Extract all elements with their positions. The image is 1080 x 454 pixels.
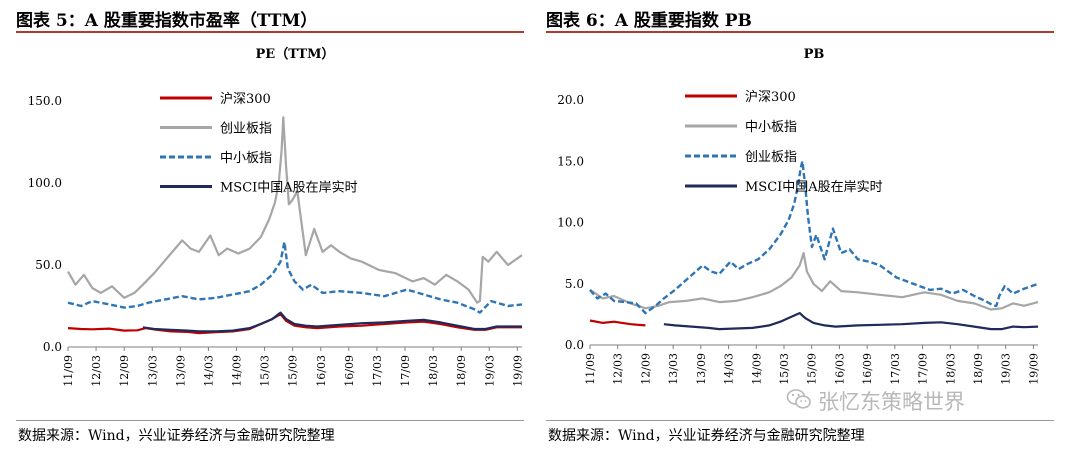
series-line-1 (67, 116, 523, 304)
panel-pe: 图表 5：A 股重要指数市盈率（TTM） PE（TTM） 0.0 50.0 100.0… (10, 0, 530, 454)
y-tick-label: 0.0 (43, 340, 62, 354)
series-line-1 (589, 252, 1039, 311)
source-divider (546, 420, 1054, 421)
legend-label-2: 创业板指 (745, 150, 797, 165)
legend-label-3: MSCI中国A股在岸实时 (220, 181, 358, 196)
pb-chart: PB 0.0 5.0 10.0 15.0 20.0 11/09 12/03 12/09 13/03… (557, 47, 1040, 385)
x-tick-label: 18/03 (427, 355, 440, 387)
panel-pb: 图表 6：A 股重要指数 PB PB 0.0 5.0 10.0 15.0 20.0 11/0… (540, 0, 1060, 454)
x-tick-label: 16/03 (315, 355, 328, 387)
x-tick-label: 18/09 (455, 355, 468, 387)
wechat-icon (786, 389, 811, 409)
legend-label-3: MSCI中国A股在岸实时 (745, 180, 883, 195)
watermark: 张忆东策略世界 (818, 390, 965, 414)
pe-chart: PE（TTM） 0.0 50.0 100.0 150.0 11/09 12/03 12/09 1… (28, 46, 525, 387)
title-divider (16, 31, 524, 33)
x-tick-label: 15/03 (778, 353, 791, 385)
x-tick-label: 17/09 (917, 353, 930, 385)
x-tick-label: 12/09 (639, 353, 652, 385)
x-tick-label: 12/03 (90, 355, 103, 387)
series-line-3 (142, 311, 522, 333)
x-tick-label: 19/03 (483, 355, 496, 387)
x-tick-label: 13/09 (695, 353, 708, 385)
series-line-0 (589, 319, 646, 327)
x-tick-label: 14/09 (231, 355, 244, 387)
y-tick-label: 50.0 (35, 258, 62, 272)
x-tick-label: 19/03 (1000, 353, 1013, 385)
title-divider (546, 31, 1054, 33)
legend-label-0: 沪深300 (745, 89, 796, 105)
x-tick-label: 16/03 (833, 353, 846, 385)
x-tick-label: 16/09 (343, 355, 356, 387)
legend-label-1: 中小板指 (745, 120, 797, 135)
y-tick-label: 15.0 (557, 154, 584, 168)
x-tick-label: 13/09 (174, 355, 187, 387)
x-tick-label: 15/09 (287, 355, 300, 387)
legend-label-1: 创业板指 (220, 122, 272, 137)
figure-title: 图表 5：A 股重要指数市盈率（TTM） (16, 11, 318, 31)
x-tick-label: 15/09 (806, 353, 819, 385)
y-tick-label: 20.0 (557, 93, 584, 107)
x-tick-label: 15/03 (259, 355, 272, 387)
y-tick-label: 5.0 (565, 277, 584, 291)
series-line-3 (663, 312, 1039, 331)
x-tick-label: 17/03 (889, 353, 902, 385)
source-divider (16, 420, 524, 421)
x-tick-label: 13/03 (146, 355, 159, 387)
series-line-2 (67, 240, 523, 314)
x-tick-label: 19/09 (1027, 353, 1040, 385)
x-tick-label: 17/03 (371, 355, 384, 387)
x-tick-label: 12/03 (612, 353, 625, 385)
x-tick-label: 16/09 (861, 353, 874, 385)
x-tick-label: 19/09 (511, 355, 524, 387)
x-tick-label: 14/03 (723, 353, 736, 385)
x-tick-label: 13/03 (667, 353, 680, 385)
x-tick-label: 11/09 (584, 353, 597, 385)
series-line-2 (589, 160, 1039, 315)
x-tick-label: 17/09 (399, 355, 412, 387)
x-tick-label: 14/03 (202, 355, 215, 387)
x-tick-label: 11/09 (62, 355, 75, 387)
legend-label-0: 沪深300 (220, 91, 271, 107)
chart-title: PB (804, 47, 825, 62)
x-tick-label: 12/09 (118, 355, 131, 387)
x-tick-label: 18/03 (944, 353, 957, 385)
legend-label-2: 中小板指 (220, 151, 272, 166)
source-note: 数据来源：Wind，兴业证券经济与金融研究院整理 (18, 428, 335, 444)
y-tick-label: 100.0 (28, 176, 62, 190)
x-tick-label: 18/09 (972, 353, 985, 385)
y-tick-label: 10.0 (557, 216, 584, 230)
source-note: 数据来源：Wind，兴业证券经济与金融研究院整理 (548, 428, 865, 444)
y-tick-label: 150.0 (28, 94, 62, 108)
figure-title: 图表 6：A 股重要指数 PB (546, 11, 752, 31)
y-tick-label: 0.0 (565, 338, 584, 352)
x-tick-label: 14/09 (750, 353, 763, 385)
chart-title: PE（TTM） (256, 46, 335, 62)
